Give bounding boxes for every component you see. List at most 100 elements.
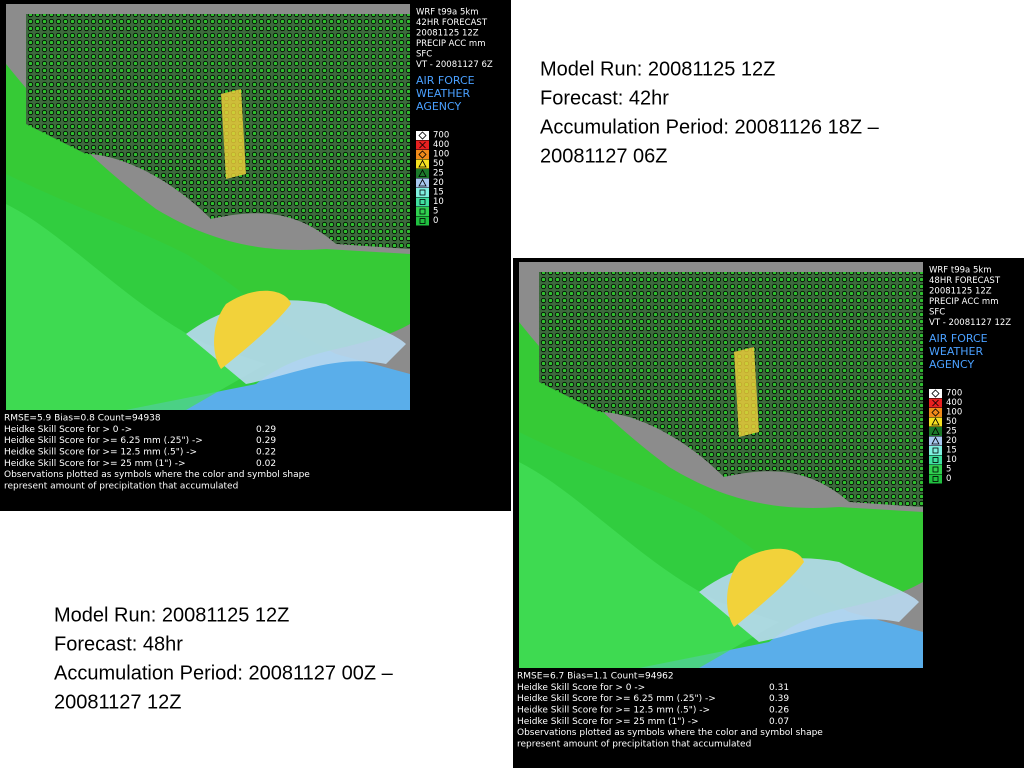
legend-swatch <box>416 159 429 169</box>
legend-label: 15 <box>433 188 444 198</box>
legend-symbol <box>418 131 427 140</box>
legend-label: 400 <box>946 398 962 408</box>
score-label: Heidke Skill Score for > 0 -> <box>4 425 132 435</box>
legend-label: 0 <box>946 474 951 484</box>
stats-note: Observations plotted as symbols where th… <box>517 728 823 738</box>
legend-label: 5 <box>946 465 951 475</box>
legend-symbol <box>418 178 427 187</box>
caption-line: Accumulation Period: 20081126 18Z – <box>540 117 880 139</box>
legend-symbol <box>931 436 940 445</box>
score-value: 0.31 <box>769 683 789 693</box>
legend-swatch <box>929 389 942 398</box>
legend-label: 50 <box>433 159 444 169</box>
score-label: Heidke Skill Score for > 0 -> <box>517 683 645 693</box>
map-precip-yellow <box>214 290 291 369</box>
legend-swatch <box>929 474 942 484</box>
map-header-line: 20081125 12Z <box>929 287 992 297</box>
map <box>6 4 410 410</box>
stats-summary: RMSE=5.9 Bias=0.8 Count=94938 <box>4 414 161 424</box>
legend-swatch <box>416 216 429 226</box>
legend-symbol <box>419 141 426 149</box>
map-header-line: WRF t99a 5km <box>929 266 992 276</box>
score-label: Heidke Skill Score for >= 6.25 mm (.25")… <box>517 694 716 704</box>
legend-symbol <box>419 199 426 205</box>
legend-symbol <box>418 169 427 177</box>
legend-symbol <box>418 150 427 159</box>
legend-swatch <box>929 417 942 427</box>
legend-symbol <box>931 417 940 426</box>
map-stations <box>26 14 410 249</box>
map-header-line: SFC <box>929 308 945 318</box>
legend-symbol <box>931 408 940 417</box>
score-value: 0.22 <box>256 447 276 457</box>
score-label: Heidke Skill Score for >= 25 mm (1") -> <box>517 717 699 727</box>
legend-label: 15 <box>946 446 957 456</box>
map-precip-green-light <box>519 462 779 668</box>
stats-note: Observations plotted as symbols where th… <box>4 470 310 480</box>
legend-label: 700 <box>946 389 962 399</box>
legend-label: 400 <box>433 140 449 150</box>
legend-swatch <box>929 436 942 446</box>
legend-symbol <box>419 189 426 196</box>
caption-line: 20081127 12Z <box>54 692 182 714</box>
legend-swatch <box>929 446 942 455</box>
score-value: 0.07 <box>769 717 789 727</box>
legend-symbol <box>419 208 426 215</box>
legend-swatch <box>929 465 942 474</box>
legend-swatch <box>416 131 429 140</box>
legend-symbol <box>932 447 939 454</box>
legend-symbol <box>418 159 427 168</box>
legend-swatch <box>416 150 429 159</box>
legend-label: 50 <box>946 417 957 427</box>
legend-swatch <box>929 408 942 417</box>
legend-label: 100 <box>946 408 962 418</box>
agency-line: WEATHER <box>929 345 983 358</box>
map-header-line: WRF t99a 5km <box>416 8 479 18</box>
agency-line: AIR FORCE <box>929 332 988 345</box>
map-header-line: SFC <box>416 50 432 60</box>
legend-swatch <box>416 178 429 188</box>
agency-line: AIR FORCE <box>416 74 475 87</box>
legend-symbol <box>932 457 939 463</box>
map-header-line: VT - 20081127 6Z <box>416 60 493 70</box>
legend-symbol <box>931 389 940 398</box>
map-header-line: PRECIP ACC mm <box>416 39 485 49</box>
legend-label: 20 <box>946 436 957 446</box>
agency-line: AGENCY <box>416 100 462 113</box>
legend-swatch <box>416 197 429 207</box>
map-header-line: VT - 20081127 12Z <box>929 318 1011 328</box>
stats-note: represent amount of precipitation that a… <box>517 739 751 749</box>
map-header-line: PRECIP ACC mm <box>929 297 998 307</box>
caption-line: Forecast: 42hr <box>540 88 669 110</box>
legend-label: 25 <box>946 427 957 437</box>
agency-line: AGENCY <box>929 358 975 371</box>
legend-symbol <box>931 427 940 435</box>
caption-line: 20081127 06Z <box>540 146 668 168</box>
map-header-line: 20081125 12Z <box>416 29 479 39</box>
stats-note: represent amount of precipitation that a… <box>4 481 238 491</box>
legend-label: 20 <box>433 178 444 188</box>
score-value: 0.02 <box>256 459 276 469</box>
legend-symbol <box>932 399 939 407</box>
caption-line: Accumulation Period: 20081127 00Z – <box>54 663 394 685</box>
map-precip-yellow <box>727 548 804 627</box>
stats-summary: RMSE=6.7 Bias=1.1 Count=94962 <box>517 672 674 682</box>
legend-label: 100 <box>433 150 449 160</box>
caption-line: Model Run: 20081125 12Z <box>54 605 289 627</box>
score-label: Heidke Skill Score for >= 12.5 mm (.5") … <box>4 447 197 457</box>
map-header-line: 48HR FORECAST <box>929 276 1001 286</box>
score-value: 0.29 <box>256 425 276 435</box>
map-header-line: 42HR FORECAST <box>416 18 488 28</box>
map-stations <box>539 272 923 507</box>
legend-symbol <box>419 218 426 224</box>
legend-swatch <box>929 427 942 436</box>
legend-symbol <box>932 476 939 482</box>
agency-line: WEATHER <box>416 87 470 100</box>
legend-label: 10 <box>946 455 957 465</box>
score-label: Heidke Skill Score for >= 25 mm (1") -> <box>4 459 186 469</box>
legend-swatch <box>416 169 429 178</box>
